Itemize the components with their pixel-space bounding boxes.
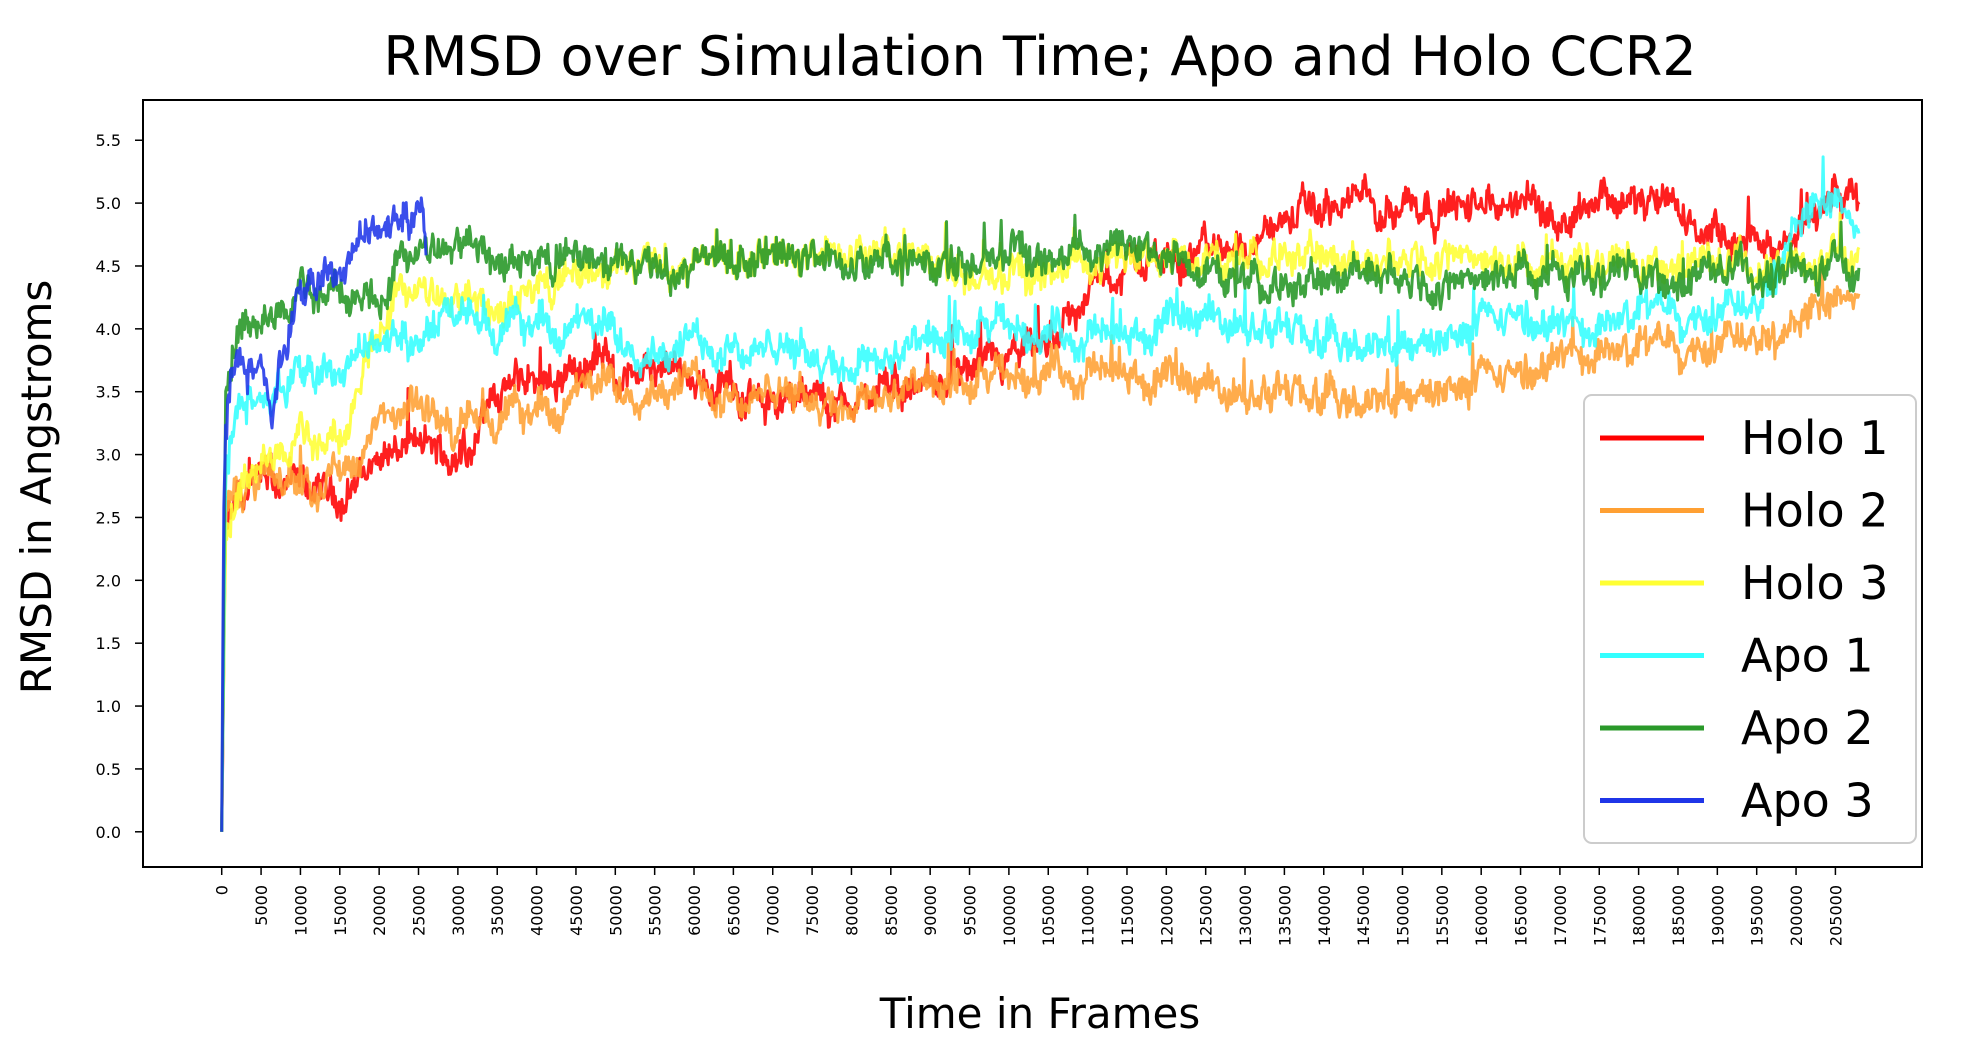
x-tick-label: 95000 xyxy=(961,885,980,936)
x-tick-label: 135000 xyxy=(1275,885,1294,946)
x-tick-label: 30000 xyxy=(449,885,468,936)
x-tick-label: 25000 xyxy=(410,885,429,936)
x-tick-label: 45000 xyxy=(567,885,586,936)
legend-label: Holo 3 xyxy=(1741,556,1889,610)
legend-box xyxy=(1583,394,1917,844)
y-tick-label: 3.0 xyxy=(96,446,121,465)
x-tick-label: 175000 xyxy=(1590,885,1609,946)
x-tick-label: 185000 xyxy=(1669,885,1688,946)
legend-label: Apo 3 xyxy=(1741,774,1874,828)
x-tick-label: 20000 xyxy=(370,885,389,936)
series-line-apo-2 xyxy=(220,213,1861,832)
x-tick-label: 60000 xyxy=(685,885,704,936)
legend-label: Apo 2 xyxy=(1741,701,1874,755)
x-tick-label: 0 xyxy=(213,885,232,895)
y-tick-label: 2.0 xyxy=(96,571,121,590)
x-tick-label: 160000 xyxy=(1472,885,1491,946)
x-tick-label: 190000 xyxy=(1708,885,1727,946)
x-tick-label: 125000 xyxy=(1197,885,1216,946)
y-tick-label: 5.5 xyxy=(96,131,121,150)
legend-label: Holo 2 xyxy=(1741,484,1889,538)
x-tick-label: 70000 xyxy=(764,885,783,936)
x-tick-label: 100000 xyxy=(1000,885,1019,946)
y-tick-label: 0.0 xyxy=(96,823,121,842)
y-tick-label: 1.5 xyxy=(96,634,121,653)
x-tick-label: 40000 xyxy=(528,885,547,936)
y-tick-label: 4.0 xyxy=(96,320,121,339)
x-tick-label: 75000 xyxy=(803,885,822,936)
y-tick-label: 1.0 xyxy=(96,697,121,716)
x-tick-label: 165000 xyxy=(1512,885,1531,946)
x-tick-label: 155000 xyxy=(1433,885,1452,946)
x-tick-label: 50000 xyxy=(606,885,625,936)
x-axis-ticks: 0 5000 10000 15000 20000 25000 30000 35000 40000… xyxy=(213,867,1845,946)
x-tick-label: 10000 xyxy=(291,885,310,936)
x-axis-label: Time in Frames xyxy=(879,989,1201,1038)
x-tick-label: 195000 xyxy=(1748,885,1767,946)
y-tick-label: 0.5 xyxy=(96,760,121,779)
y-tick-label: 3.5 xyxy=(96,383,121,402)
x-tick-label: 65000 xyxy=(724,885,743,936)
chart-title: RMSD over Simulation Time; Apo and Holo … xyxy=(383,25,1696,88)
x-tick-label: 120000 xyxy=(1157,885,1176,946)
legend-label: Holo 1 xyxy=(1741,411,1889,465)
x-tick-label: 35000 xyxy=(488,885,507,936)
x-tick-label: 15000 xyxy=(331,885,350,936)
x-tick-label: 110000 xyxy=(1079,885,1098,946)
x-tick-label: 80000 xyxy=(843,885,862,936)
legend: Holo 1 Holo 2 Holo 3 Apo 1 Apo 2 Apo 3 xyxy=(1583,394,1917,844)
y-tick-label: 2.5 xyxy=(96,508,121,527)
x-tick-label: 90000 xyxy=(921,885,940,936)
x-tick-label: 180000 xyxy=(1630,885,1649,946)
x-tick-label: 145000 xyxy=(1354,885,1373,946)
x-tick-label: 85000 xyxy=(882,885,901,936)
x-tick-label: 140000 xyxy=(1315,885,1334,946)
x-tick-label: 105000 xyxy=(1039,885,1058,946)
y-axis-ticks: 0.0 0.5 1.0 1.5 2.0 2.5 3.0 3.5 4.0 4.5 5.0 5.5 xyxy=(96,131,143,842)
x-tick-label: 130000 xyxy=(1236,885,1255,946)
x-tick-label: 150000 xyxy=(1394,885,1413,946)
plot-frame xyxy=(142,99,1923,868)
y-tick-label: 5.0 xyxy=(96,194,121,213)
legend-label: Apo 1 xyxy=(1741,629,1874,683)
x-tick-label: 55000 xyxy=(646,885,665,936)
series-layer xyxy=(220,155,1861,832)
y-tick-label: 4.5 xyxy=(96,257,121,276)
series-line-apo-3 xyxy=(220,196,428,832)
x-tick-label: 5000 xyxy=(252,885,271,926)
series-line-apo-1 xyxy=(220,155,1861,832)
x-tick-label: 115000 xyxy=(1118,885,1137,946)
series-line-holo-2 xyxy=(220,256,1861,832)
x-tick-label: 200000 xyxy=(1787,885,1806,946)
x-tick-label: 205000 xyxy=(1826,885,1845,946)
y-axis-label: RMSD in Angstroms xyxy=(12,280,61,695)
x-tick-label: 170000 xyxy=(1551,885,1570,946)
